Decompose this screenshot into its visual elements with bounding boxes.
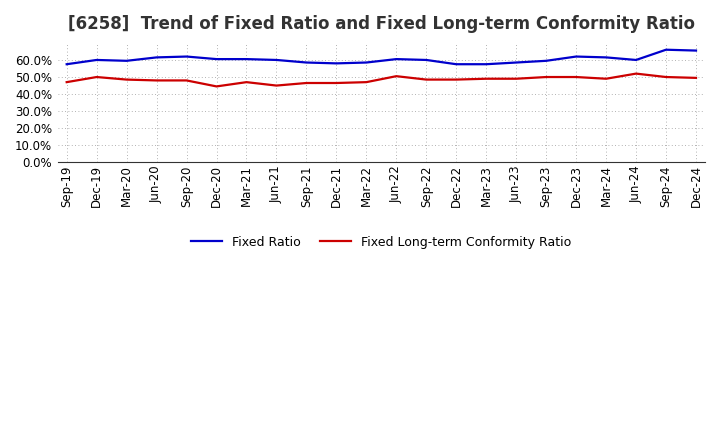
Fixed Long-term Conformity Ratio <box>272 83 281 88</box>
Fixed Ratio <box>272 57 281 62</box>
Fixed Ratio <box>212 56 221 62</box>
Fixed Ratio <box>512 60 521 65</box>
Fixed Ratio <box>631 57 640 62</box>
Fixed Ratio <box>332 61 341 66</box>
Line: Fixed Ratio: Fixed Ratio <box>67 50 696 64</box>
Fixed Long-term Conformity Ratio <box>692 75 701 81</box>
Fixed Ratio <box>452 62 461 67</box>
Fixed Long-term Conformity Ratio <box>362 80 371 85</box>
Fixed Ratio <box>92 57 101 62</box>
Fixed Ratio <box>242 56 251 62</box>
Fixed Long-term Conformity Ratio <box>452 77 461 82</box>
Fixed Long-term Conformity Ratio <box>482 76 490 81</box>
Fixed Long-term Conformity Ratio <box>542 74 551 80</box>
Fixed Ratio <box>152 55 161 60</box>
Fixed Ratio <box>422 57 431 62</box>
Fixed Long-term Conformity Ratio <box>152 78 161 83</box>
Fixed Long-term Conformity Ratio <box>92 74 101 80</box>
Fixed Ratio <box>572 54 580 59</box>
Fixed Long-term Conformity Ratio <box>332 81 341 86</box>
Fixed Ratio <box>302 60 311 65</box>
Fixed Long-term Conformity Ratio <box>602 76 611 81</box>
Fixed Ratio <box>182 54 191 59</box>
Fixed Ratio <box>542 58 551 63</box>
Fixed Long-term Conformity Ratio <box>572 74 580 80</box>
Legend: Fixed Ratio, Fixed Long-term Conformity Ratio: Fixed Ratio, Fixed Long-term Conformity … <box>186 231 577 254</box>
Fixed Ratio <box>63 62 71 67</box>
Fixed Ratio <box>662 47 670 52</box>
Fixed Ratio <box>362 60 371 65</box>
Fixed Long-term Conformity Ratio <box>392 73 400 79</box>
Fixed Ratio <box>122 58 131 63</box>
Fixed Ratio <box>482 62 490 67</box>
Fixed Long-term Conformity Ratio <box>662 74 670 80</box>
Fixed Long-term Conformity Ratio <box>631 71 640 76</box>
Fixed Long-term Conformity Ratio <box>242 80 251 85</box>
Title: [6258]  Trend of Fixed Ratio and Fixed Long-term Conformity Ratio: [6258] Trend of Fixed Ratio and Fixed Lo… <box>68 15 695 33</box>
Fixed Long-term Conformity Ratio <box>512 76 521 81</box>
Fixed Long-term Conformity Ratio <box>422 77 431 82</box>
Fixed Long-term Conformity Ratio <box>63 80 71 85</box>
Line: Fixed Long-term Conformity Ratio: Fixed Long-term Conformity Ratio <box>67 73 696 86</box>
Fixed Long-term Conformity Ratio <box>302 81 311 86</box>
Fixed Ratio <box>602 55 611 60</box>
Fixed Ratio <box>392 56 400 62</box>
Fixed Long-term Conformity Ratio <box>122 77 131 82</box>
Fixed Ratio <box>692 48 701 53</box>
Fixed Long-term Conformity Ratio <box>212 84 221 89</box>
Fixed Long-term Conformity Ratio <box>182 78 191 83</box>
